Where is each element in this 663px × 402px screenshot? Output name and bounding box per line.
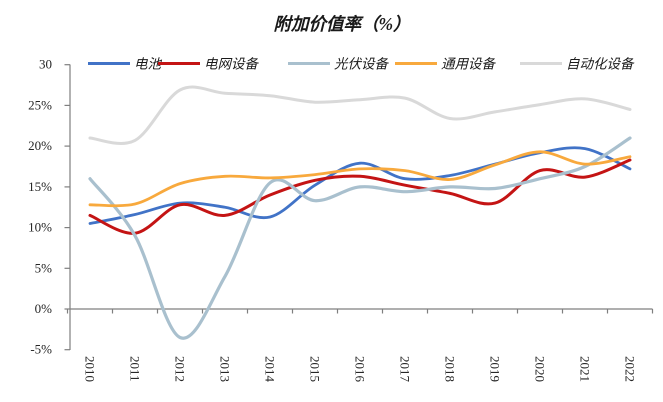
legend-item[interactable]: 自动化设备 (520, 57, 635, 72)
svg-text:2019: 2019 (488, 356, 503, 382)
x-axis-labels: 2010 2011 2012 2013 2014 2015 2016 2017 … (83, 356, 638, 383)
series-line-general-equipment[interactable] (88, 150, 632, 208)
svg-text:2010: 2010 (83, 356, 98, 382)
svg-text:0%: 0% (35, 301, 53, 316)
svg-text:2013: 2013 (218, 356, 233, 382)
svg-text:15%: 15% (28, 179, 52, 194)
x-axis: 2010 2011 2012 2013 2014 2015 2016 2017 … (66, 308, 654, 383)
svg-text:2011: 2011 (128, 356, 143, 382)
svg-text:-5%: -5% (30, 342, 52, 357)
legend-label-automation-equipment: 自动化设备 (566, 57, 635, 72)
y-axis: 30 25% 20% 15% 10% 5% 0% -5% (28, 57, 71, 357)
legend-label-battery: 电池 (134, 57, 162, 72)
legend-label-pv-equipment: 光伏设备 (334, 57, 389, 72)
chart-title: 附加价值率（%） (273, 14, 410, 34)
y-axis-ticks (64, 64, 70, 351)
svg-text:2014: 2014 (263, 356, 278, 383)
legend: 电池 电网设备 光伏设备 通用设备 自动化设备 (88, 57, 635, 72)
svg-text:2017: 2017 (398, 356, 413, 383)
series-line-pv-equipment[interactable] (88, 136, 632, 340)
legend-item[interactable]: 光伏设备 (288, 57, 389, 72)
plot-area (88, 85, 632, 340)
x-axis-ticks (66, 309, 654, 314)
svg-text:20%: 20% (28, 138, 52, 153)
svg-text:10%: 10% (28, 220, 52, 235)
svg-text:2015: 2015 (308, 356, 323, 382)
series-line-grid-equipment[interactable] (88, 158, 632, 235)
series-line-automation-equipment[interactable] (88, 85, 632, 145)
y-axis-labels: 30 25% 20% 15% 10% 5% 0% -5% (28, 57, 52, 357)
svg-text:2022: 2022 (623, 356, 638, 382)
svg-text:5%: 5% (35, 260, 53, 275)
legend-label-grid-equipment: 电网设备 (204, 57, 259, 72)
svg-text:25%: 25% (28, 97, 52, 112)
svg-text:2016: 2016 (353, 356, 368, 383)
legend-item[interactable]: 电池 (88, 57, 162, 72)
svg-text:2021: 2021 (578, 356, 593, 382)
legend-label-general-equipment: 通用设备 (441, 57, 496, 72)
svg-text:2020: 2020 (533, 356, 548, 382)
legend-item[interactable]: 通用设备 (395, 57, 496, 72)
svg-text:30: 30 (39, 57, 52, 72)
svg-text:2018: 2018 (443, 356, 458, 382)
legend-item[interactable]: 电网设备 (158, 57, 259, 72)
svg-text:2012: 2012 (173, 356, 188, 382)
